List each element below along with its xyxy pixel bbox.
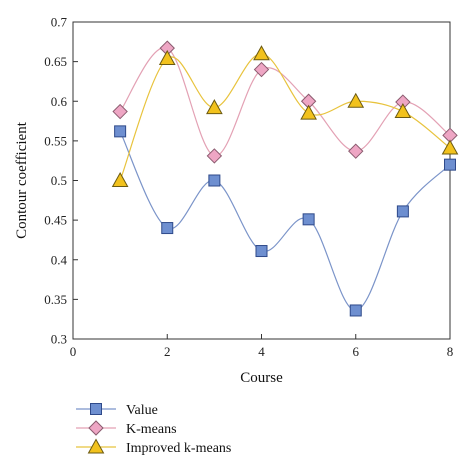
- y-tick-label: 0.5: [51, 173, 67, 188]
- x-tick-label: 8: [447, 344, 454, 359]
- legend-marker-square: [90, 403, 102, 415]
- y-tick-label: 0.65: [44, 54, 67, 69]
- data-point-triangle: [158, 49, 176, 65]
- data-point-diamond: [206, 148, 223, 164]
- series-diamond: [112, 40, 458, 164]
- x-tick-label: 0: [70, 344, 77, 359]
- data-point-diamond: [348, 143, 364, 159]
- data-point-square: [255, 245, 268, 258]
- y-tick-label: 0.55: [44, 133, 67, 148]
- data-point-triangle: [206, 99, 223, 115]
- data-point-diamond: [112, 103, 128, 120]
- x-tick-label: 4: [258, 344, 265, 359]
- series-square: [114, 125, 456, 317]
- x-tick-label: 6: [353, 344, 360, 359]
- data-point-square: [444, 158, 456, 171]
- legend-label: K-means: [126, 422, 177, 437]
- y-tick-label: 0.3: [51, 332, 67, 347]
- data-point-square: [302, 213, 315, 226]
- data-point-square: [161, 222, 174, 235]
- legend-label: Improved k-means: [126, 441, 231, 456]
- data-point-triangle: [394, 103, 412, 119]
- series-triangle: [111, 45, 459, 187]
- y-tick-label: 0.6: [51, 94, 68, 109]
- data-point-triangle: [441, 139, 459, 155]
- x-tick-label: 2: [164, 344, 171, 359]
- legend: Value K-means Improved k-means: [76, 403, 231, 456]
- data-point-triangle: [253, 45, 270, 61]
- axis-ticks: 0 2 4 6 8 0.3 0.35 0.4 0.45 0.5 0.55 0.6 0.65 0.7: [44, 15, 453, 360]
- y-tick-label: 0.35: [44, 292, 67, 307]
- legend-marker-triangle: [87, 438, 105, 454]
- legend-marker-diamond: [88, 420, 104, 436]
- series-line: [119, 131, 451, 312]
- legend-label: Value: [126, 403, 158, 418]
- data-point-square: [396, 205, 409, 218]
- y-tick-label: 0.7: [51, 15, 68, 30]
- data-point-triangle: [347, 92, 365, 108]
- series-layer: [111, 40, 459, 317]
- data-point-triangle: [300, 104, 317, 120]
- y-axis-title: Contour coefficient: [14, 121, 30, 239]
- data-point-square: [114, 125, 127, 138]
- x-axis-title: Course: [240, 370, 283, 386]
- data-point-triangle: [111, 171, 129, 187]
- data-point-square: [349, 304, 362, 317]
- data-point-square: [208, 174, 221, 187]
- y-tick-label: 0.45: [44, 213, 67, 228]
- y-tick-label: 0.4: [51, 252, 68, 267]
- data-point-diamond: [253, 61, 270, 78]
